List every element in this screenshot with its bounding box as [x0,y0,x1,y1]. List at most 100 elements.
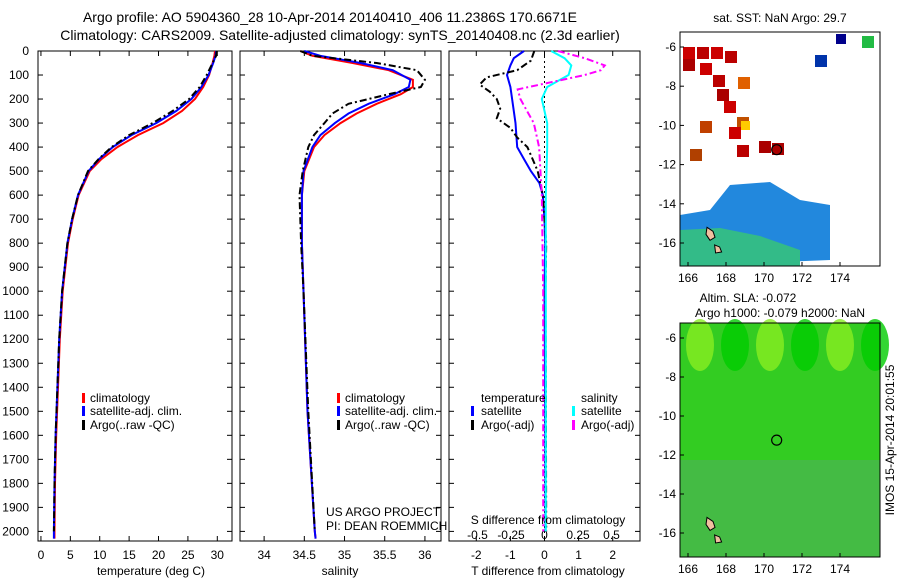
sst-cell [862,36,874,48]
salinity-legend: climatology satellite-adj. clim. Argo(..… [337,391,437,432]
s-tick-label: 0 [541,528,548,542]
lon-tick-label: 172 [792,271,812,285]
sst-cell [815,55,827,67]
s-tick-label: 0.5 [603,528,620,542]
y-tick-label: 900 [9,260,29,274]
lat-tick-label: -10 [659,409,677,423]
temperature-legend: climatology satellite-adj. clim. Argo(..… [82,391,182,432]
difference-panel: -2 -1 0 1 2 -0.5 -0.25 0 0.25 0.5 [448,50,641,562]
lon-tick-label: 166 [678,562,698,576]
x-tick-label: 35.5 [373,548,397,562]
x-tick-label: 30 [211,548,225,562]
series-line-climatology [53,50,216,539]
lon-tick-label: 168 [716,562,736,576]
x-tick-label: 10 [93,548,107,562]
legend-label: satellite [481,404,522,418]
y-tick-label: 1100 [3,308,29,322]
legend-label: satellite-adj. clim. [90,404,182,418]
x-tick-label: 35 [338,548,352,562]
map-frame [679,31,881,267]
y-tick-label: 0 [22,44,29,58]
sst-cell [697,47,709,59]
plot-frame [37,50,233,542]
x-tick-label: 15 [122,548,136,562]
y-tick-label: 400 [9,140,29,154]
legend-label: Argo(-adj) [581,418,634,432]
sla-field [861,319,889,371]
sla-field [791,319,819,371]
temperature-panel: 0 5 10 15 20 25 300100200300400500600700800900… [2,44,233,562]
project-annotation: US ARGO PROJECT [326,505,441,519]
y-tick-label: 1700 [2,452,29,466]
legend-header-salinity: salinity [581,391,618,405]
sst-cell [737,145,749,157]
salinity-panel: 34 34.5 35 35.5 36 [239,50,442,562]
y-tick-label: 2000 [2,524,29,538]
x-tick-label: 1 [575,548,582,562]
y-tick-label: 100 [9,68,29,82]
sla-map: 166 168 170 172 174 -6 -8 -10 -12 -14 -16 [659,319,889,576]
x-tick-label: 2 [609,548,616,562]
lat-tick-label: -8 [665,370,676,384]
sla-field [721,319,749,371]
series-line-s-satellite [540,50,573,532]
lon-tick-label: 170 [754,562,774,576]
y-tick-label: 1900 [2,500,29,514]
x-tick-label: 34 [257,548,271,562]
sst-cell [717,89,729,101]
sst-cell [713,75,725,87]
lon-tick-label: 168 [716,271,736,285]
sst-cell [738,77,750,89]
legend-swatch-argo [337,420,340,430]
lon-tick-label: 170 [754,271,774,285]
island-shape [713,244,723,254]
x-tick-label: 5 [67,548,74,562]
lat-tick-label: -16 [659,526,677,540]
legend-label: Argo(-adj) [481,418,534,432]
sla-field [686,319,714,371]
imos-timestamp: IMOS 15-Apr-2014 20:01:55 [883,364,897,515]
legend-swatch-argo [82,420,85,430]
y-tick-label: 1800 [2,476,29,490]
argo-position-marker [771,434,783,446]
sst-cell [683,47,695,59]
sst-cell [683,59,695,71]
sla-field [826,319,854,371]
legend-label: Argo(..raw -QC) [90,418,175,432]
s-tick-label: -0.5 [467,528,488,542]
x-tick-label: 25 [181,548,195,562]
legend-header-temperature: temperature [481,391,546,405]
island-shape [705,516,716,532]
y-tick-label: 1300 [2,356,29,370]
legend-label: climatology [90,391,150,405]
legend-swatch-satellite [82,406,85,416]
sst-cell [836,34,846,44]
x-tick-label: 36 [418,548,432,562]
sst-map-title: sat. SST: NaN Argo: 29.7 [713,11,847,25]
lat-tick-label: -6 [665,40,676,54]
sla-field [756,319,784,371]
series-line-t-argo-adj- [478,50,548,532]
plot-frame [239,50,442,542]
sla-map-title-line2: Argo h1000: -0.079 h2000: NaN [695,306,865,320]
sst-cell [724,101,736,113]
map-frame [679,322,881,558]
temperature-xlabel: temperature (deg C) [97,564,205,578]
legend-label: climatology [345,391,405,405]
legend-swatch-t-argo [471,420,474,430]
y-tick-label: 800 [9,236,29,250]
sst-cell [759,141,771,153]
lat-tick-label: -10 [659,118,677,132]
y-tick-label: 600 [9,188,29,202]
s-tick-label: -0.25 [497,528,525,542]
x-tick-label: 0 [38,548,45,562]
s-tick-label: 0.25 [566,528,590,542]
x-tick-label: 20 [152,548,166,562]
series-line-argo-raw-qc- [298,50,427,532]
legend-label: satellite-adj. clim. [345,404,437,418]
series-line-climatology [299,50,414,539]
difference-legend: temperature salinity satellite Argo(-adj… [471,391,634,432]
legend-label: satellite [581,404,622,418]
sla-map-title-line1: Altim. SLA: -0.072 [700,291,797,305]
sst-cell [690,149,702,161]
